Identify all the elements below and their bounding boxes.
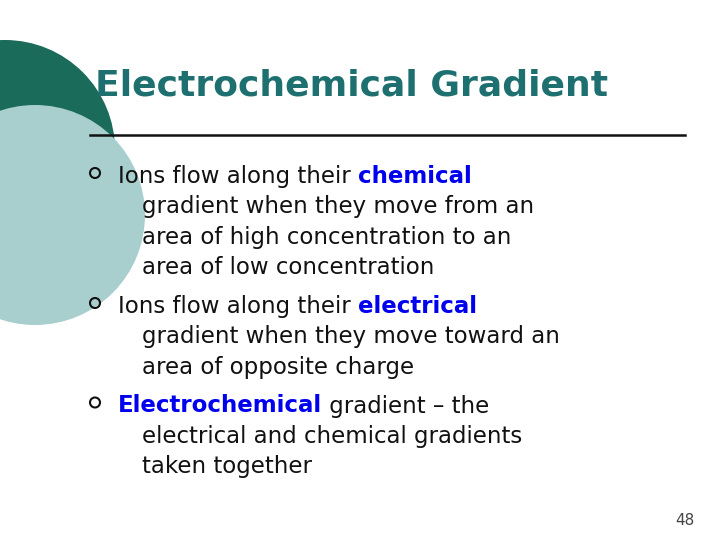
Circle shape [0,40,115,260]
Circle shape [0,105,145,325]
Text: gradient – the: gradient – the [322,395,490,417]
Text: area of low concentration: area of low concentration [142,256,434,280]
Text: electrical and chemical gradients: electrical and chemical gradients [142,425,522,448]
Text: Ions flow along their: Ions flow along their [118,165,358,188]
Text: Ions flow along their: Ions flow along their [118,295,358,318]
Text: area of high concentration to an: area of high concentration to an [142,226,511,249]
Text: 48: 48 [676,513,695,528]
Text: gradient when they move toward an: gradient when they move toward an [142,326,560,348]
Text: area of opposite charge: area of opposite charge [142,356,414,379]
Text: chemical: chemical [358,165,472,188]
Text: gradient when they move from an: gradient when they move from an [142,195,534,219]
Text: Electrochemical Gradient: Electrochemical Gradient [95,68,608,102]
Text: Electrochemical: Electrochemical [118,395,322,417]
Text: taken together: taken together [142,456,312,478]
Text: electrical: electrical [358,295,477,318]
